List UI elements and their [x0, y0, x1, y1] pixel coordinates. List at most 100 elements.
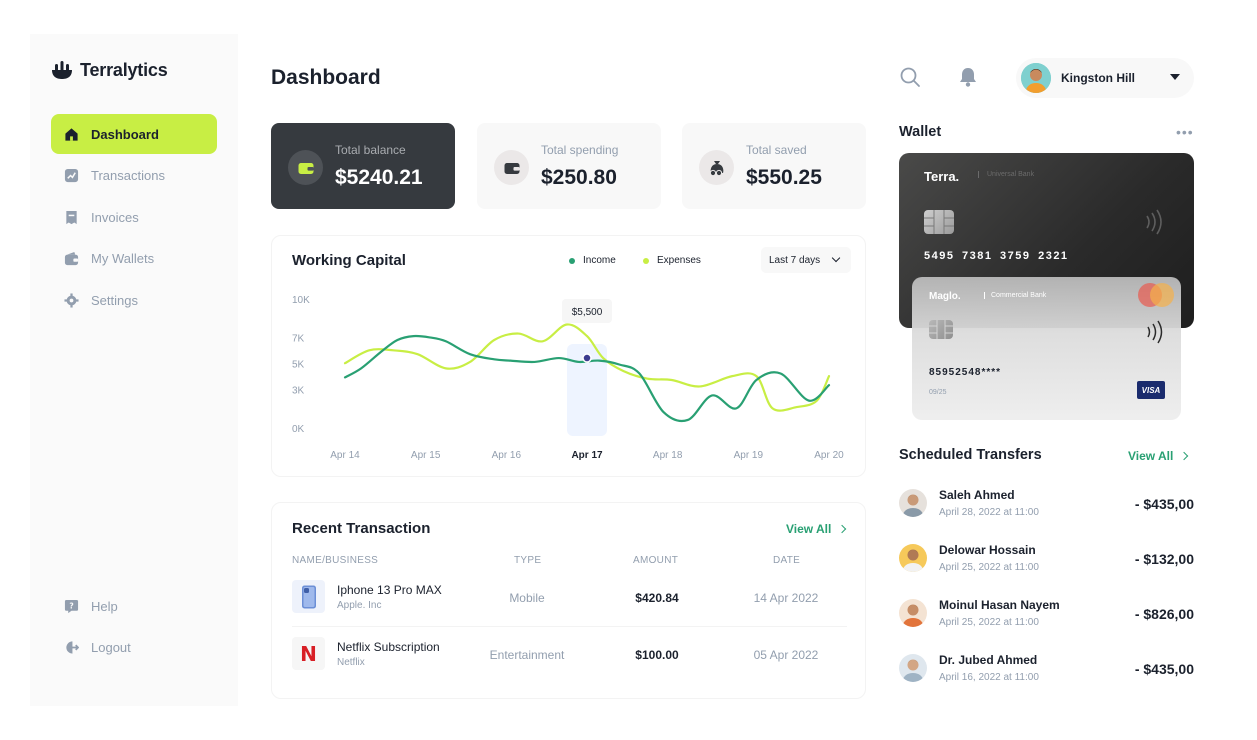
section-title: Scheduled Transfers — [899, 447, 1042, 463]
contactless-icon — [1146, 209, 1162, 235]
sidebar-item-transactions[interactable]: Transactions — [51, 156, 217, 196]
bell-icon[interactable] — [958, 66, 978, 88]
income-dot-icon — [569, 257, 575, 264]
legend-label: Income — [583, 255, 616, 266]
working-capital-panel: 10K 7K 5K 3K 0K Apr 14 Apr 15 Apr 16 Apr 17 Apr 1… — [271, 235, 866, 477]
phone-icon — [301, 585, 316, 608]
visa-logo-icon: VISA — [1137, 381, 1165, 399]
tooltip-box — [562, 299, 612, 323]
y-tick-label: 3K — [292, 385, 305, 396]
sidebar-item-logout[interactable]: Logout — [51, 628, 217, 668]
brand-name: Terralytics — [80, 59, 168, 80]
col-header-name: NAME/BUSINESS — [292, 555, 379, 566]
money-icon — [709, 160, 723, 176]
transfer-date: April 16, 2022 at 11:00 — [939, 672, 1039, 683]
row-name: Netflix Subscription — [337, 640, 440, 654]
y-tick-label: 5K — [292, 360, 305, 371]
mastercard-logo-icon — [1138, 283, 1174, 307]
legend-label: Expenses — [657, 255, 701, 266]
stat-value: $5240.21 — [335, 166, 423, 189]
legend-expenses: Expenses — [643, 255, 701, 266]
sidebar-item-label: Help — [91, 598, 118, 614]
sidebar-item-my-wallets[interactable]: My Wallets — [51, 239, 217, 279]
bank-card-maglo[interactable]: Maglo. Commercial Bank 85952548**** 09/2… — [912, 277, 1181, 420]
transfer-name: Dr. Jubed Ahmed — [939, 653, 1038, 667]
user-menu[interactable]: Kingston Hill — [1016, 58, 1194, 98]
search-icon[interactable] — [899, 66, 921, 88]
stat-label: Total balance — [335, 143, 406, 157]
col-header-type: TYPE — [514, 555, 542, 566]
stat-value: $550.25 — [746, 166, 822, 189]
list-item[interactable]: Moinul Hasan Nayem April 25, 2022 at 11:… — [899, 595, 1194, 635]
logout-icon — [66, 641, 79, 654]
avatar — [899, 654, 927, 682]
view-all-label: View All — [1128, 449, 1174, 463]
user-avatar-icon — [899, 489, 927, 517]
row-thumb — [292, 580, 325, 613]
section-title: Recent Transaction — [292, 520, 431, 537]
wallet-icon — [504, 162, 519, 174]
date-range-select[interactable]: Last 7 days — [761, 247, 851, 273]
contactless-icon — [1147, 320, 1163, 344]
view-all-transactions-link[interactable]: View All — [786, 522, 847, 536]
transfer-name: Saleh Ahmed — [939, 488, 1015, 502]
transfer-date: April 25, 2022 at 11:00 — [939, 617, 1039, 628]
tooltip-label: $5,500 — [572, 307, 603, 318]
transfer-amount: - $826,00 — [1134, 606, 1194, 622]
x-tick-label: Apr 16 — [492, 450, 522, 461]
transfer-amount: - $435,00 — [1134, 661, 1194, 677]
user-avatar-icon — [1021, 63, 1051, 93]
y-tick-label: 0K — [292, 424, 305, 435]
data-point-marker — [582, 353, 592, 363]
sidebar-item-invoices[interactable]: Invoices — [51, 197, 217, 237]
highlight-band — [567, 344, 607, 436]
card-bank: Commercial Bank — [984, 292, 1046, 299]
sidebar: Terralytics Dashboard Transactions Invoi… — [30, 34, 238, 706]
sidebar-item-settings[interactable]: Settings — [51, 280, 217, 320]
stat-icon-wrap — [699, 150, 734, 185]
sidebar-item-label: Logout — [91, 640, 131, 656]
view-all-transfers-link[interactable]: View All — [1128, 449, 1189, 463]
card-brand: Maglo. — [929, 291, 961, 302]
x-tick-label: Apr 19 — [734, 450, 764, 461]
col-header-date: DATE — [773, 555, 801, 566]
sidebar-nav: Dashboard Transactions Invoices My Walle… — [51, 114, 217, 322]
sidebar-item-dashboard[interactable]: Dashboard — [51, 114, 217, 154]
sidebar-item-label: Settings — [91, 292, 138, 308]
legend-income: Income — [569, 255, 616, 266]
working-capital-chart: 10K 7K 5K 3K 0K Apr 14 Apr 15 Apr 16 Apr 17 Apr 1… — [292, 295, 844, 461]
caret-down-icon[interactable] — [1170, 74, 1180, 80]
invoice-icon — [66, 210, 77, 224]
stat-label: Total spending — [541, 143, 619, 157]
sidebar-item-help[interactable]: ? Help — [51, 586, 217, 626]
gear-icon — [64, 293, 79, 308]
netflix-logo-icon: N — [300, 641, 317, 666]
transfer-amount: - $132,00 — [1134, 551, 1194, 567]
sidebar-item-label: Invoices — [91, 209, 139, 225]
table-row[interactable]: Iphone 13 Pro MAX Apple. Inc Mobile $420… — [292, 571, 847, 627]
sidebar-item-label: Transactions — [91, 168, 165, 184]
sidebar-item-label: My Wallets — [91, 251, 155, 267]
brand-logo[interactable]: Terralytics — [50, 58, 168, 82]
chevron-down-icon — [831, 253, 841, 263]
avatar — [899, 599, 927, 627]
transfer-name: Delowar Hossain — [939, 543, 1036, 557]
x-tick-label: Apr 18 — [653, 450, 683, 461]
transfer-name: Moinul Hasan Nayem — [939, 598, 1060, 612]
stat-icon-wrap — [494, 150, 529, 185]
chevron-right-icon — [1180, 451, 1189, 461]
user-avatar-icon — [899, 544, 927, 572]
more-options-icon[interactable]: ••• — [1176, 124, 1194, 140]
table-row[interactable]: N Netflix Subscription Netflix Entertain… — [292, 628, 847, 684]
list-item[interactable]: Delowar Hossain April 25, 2022 at 11:00 … — [899, 540, 1194, 580]
list-item[interactable]: Dr. Jubed Ahmed April 16, 2022 at 11:00 … — [899, 650, 1194, 690]
card-chip-icon — [929, 320, 953, 339]
row-name: Iphone 13 Pro MAX — [337, 583, 442, 597]
logo-icon — [52, 61, 72, 79]
list-item[interactable]: Saleh Ahmed April 28, 2022 at 11:00 - $4… — [899, 485, 1194, 525]
user-avatar-icon — [899, 654, 927, 682]
card-chip-icon — [924, 210, 954, 234]
page-title: Dashboard — [271, 66, 381, 89]
chart-title: Working Capital — [292, 252, 406, 269]
stat-label: Total saved — [746, 143, 807, 157]
